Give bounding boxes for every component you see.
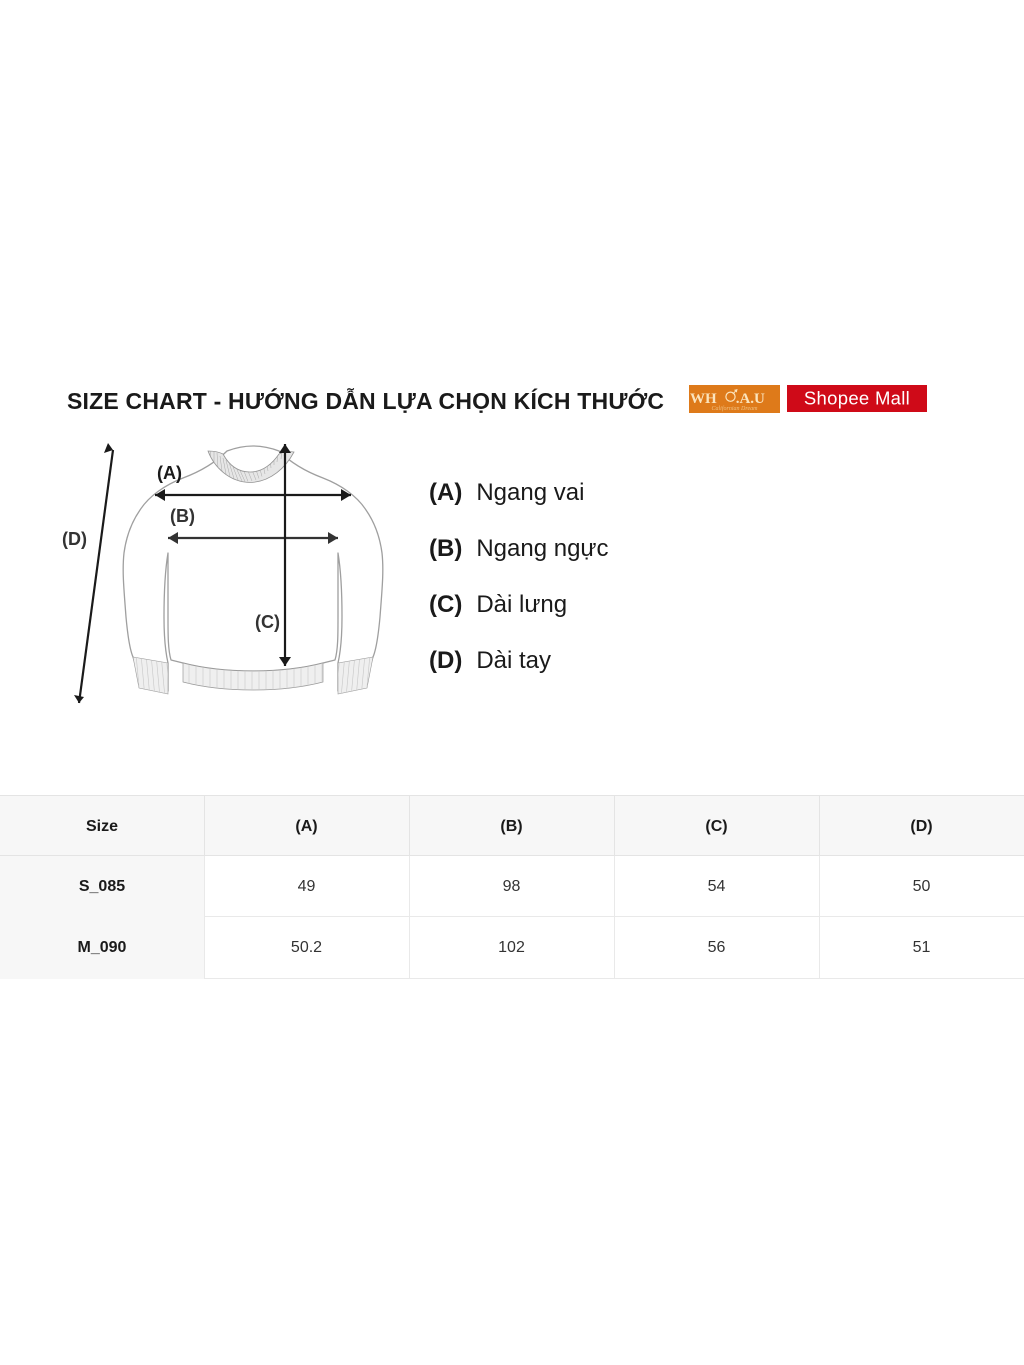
svg-text:.A.U: .A.U <box>736 391 765 407</box>
svg-text:Shopee Mall: Shopee Mall <box>804 388 910 409</box>
svg-text:(B): (B) <box>170 506 195 526</box>
svg-text:Californian Dream: Californian Dream <box>712 405 759 412</box>
svg-text:(C): (C) <box>255 612 280 632</box>
svg-text:(A): (A) <box>157 463 182 483</box>
svg-text:(D): (D) <box>62 529 87 549</box>
svg-text:WH: WH <box>690 391 717 407</box>
